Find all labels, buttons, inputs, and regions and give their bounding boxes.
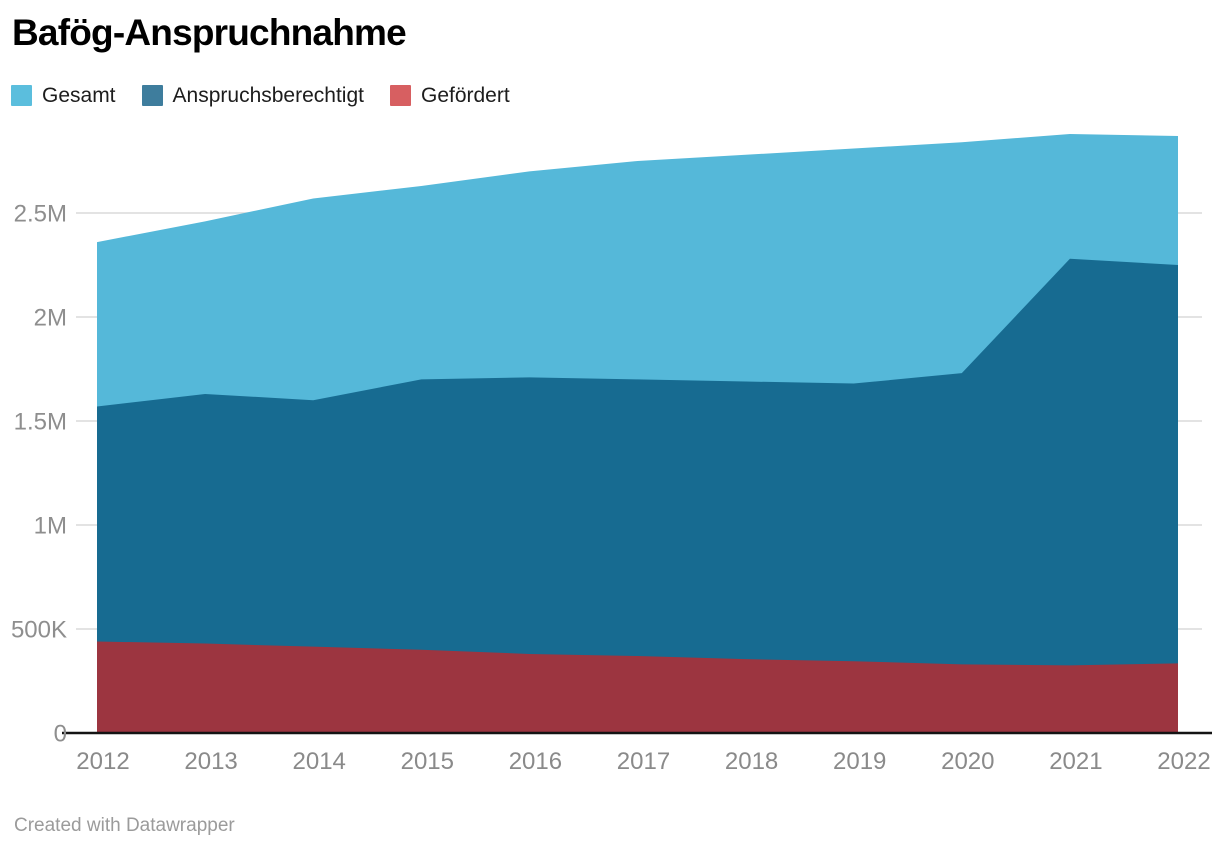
y-tick-label-2.5M: 2.5M: [14, 200, 67, 227]
x-tick-label-2012: 2012: [76, 748, 129, 775]
y-tick-label-500K: 500K: [11, 616, 67, 643]
x-tick-label-2017: 2017: [617, 748, 670, 775]
x-tick-label-2015: 2015: [401, 748, 454, 775]
chart-title: Bafög-Anspruchnahme: [12, 12, 407, 53]
x-tick-label-2021: 2021: [1049, 748, 1102, 775]
legend-item-gefördert: Gefördert: [389, 84, 510, 107]
legend-label-gesamt: Gesamt: [42, 84, 116, 107]
legend-label-gefördert: Gefördert: [420, 84, 510, 107]
legend-label-anspruchsberechtigt: Anspruchsberechtigt: [172, 84, 364, 107]
legend-item-gesamt: Gesamt: [11, 85, 116, 106]
y-tick-label-1.5M: 1.5M: [14, 408, 67, 435]
x-tick-label-2020: 2020: [941, 748, 994, 775]
x-tick-label-2016: 2016: [509, 748, 562, 775]
x-tick-label-2018: 2018: [725, 748, 778, 775]
legend: Gesamt Anspruchsberechtigt Gefördert: [11, 85, 510, 106]
x-tick-label-2013: 2013: [184, 748, 237, 775]
y-tick-label-2M: 2M: [34, 304, 67, 331]
y-tick-label-1M: 1M: [34, 512, 67, 539]
legend-swatch-gefördert: [389, 85, 411, 106]
legend-swatch-anspruchsberechtigt: [141, 85, 163, 106]
datawrapper-credit-link[interactable]: Created with Datawrapper: [14, 815, 235, 836]
legend-swatch-gesamt: [11, 85, 32, 106]
x-tick-label-2014: 2014: [293, 748, 346, 775]
x-tick-label-2019: 2019: [833, 748, 886, 775]
legend-item-anspruchsberechtigt: Anspruchsberechtigt: [141, 84, 364, 107]
area-anspruchsberechtigt[interactable]: [97, 258, 1178, 733]
area-gefördert[interactable]: [97, 641, 1178, 733]
x-tick-label-2022: 2022: [1157, 748, 1210, 775]
y-tick-label-0: 0: [54, 720, 67, 747]
